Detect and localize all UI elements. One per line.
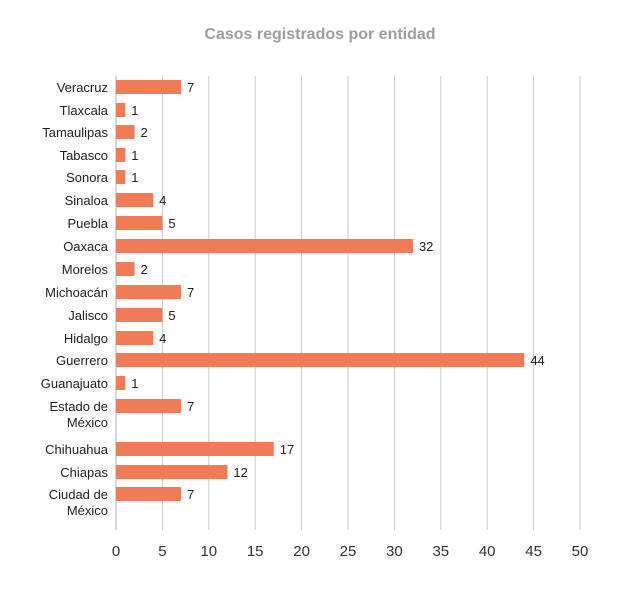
category-label: Sinaloa (65, 193, 109, 208)
value-label: 44 (530, 353, 544, 368)
category-label-line: Chihuahua (45, 442, 109, 457)
value-label: 1 (131, 103, 138, 118)
category-label: Hidalgo (64, 331, 108, 346)
bar (116, 148, 126, 162)
category-label: Oaxaca (63, 239, 109, 254)
bar (116, 216, 163, 230)
category-label-line: Ciudad de (49, 487, 108, 502)
bar (116, 442, 274, 456)
category-label: Jalisco (68, 308, 108, 323)
value-label: 2 (141, 125, 148, 140)
value-label: 1 (131, 148, 138, 163)
category-label-line: Estado de (49, 399, 108, 414)
bar (116, 193, 154, 207)
bar (116, 376, 126, 390)
category-label: Guanajuato (41, 376, 108, 391)
category-label-line: Oaxaca (63, 239, 109, 254)
bar (116, 262, 135, 276)
category-label: Chihuahua (45, 442, 109, 457)
category-label: Tabasco (60, 148, 108, 163)
category-label-line: Guanajuato (41, 376, 108, 391)
value-label: 4 (159, 331, 166, 346)
bar (116, 353, 525, 367)
category-label-line: Chiapas (60, 465, 108, 480)
x-tick-label: 50 (572, 543, 589, 560)
chart-title: Casos registrados por entidad (204, 26, 436, 43)
category-label-line: Tamaulipas (42, 125, 108, 140)
value-label: 32 (419, 239, 433, 254)
category-label: Veracruz (57, 80, 108, 95)
x-tick-label: 35 (432, 543, 449, 560)
category-label: Guerrero (56, 353, 108, 368)
category-label: Ciudad de México (49, 487, 108, 518)
bar (116, 170, 126, 184)
bar (116, 308, 163, 322)
x-tick-label: 10 (200, 543, 217, 560)
x-tick-label: 30 (386, 543, 403, 560)
value-label: 4 (159, 193, 166, 208)
bar (116, 465, 228, 479)
value-label: 7 (187, 399, 194, 414)
value-label: 1 (131, 376, 138, 391)
value-label: 1 (131, 170, 138, 185)
value-label: 7 (187, 80, 194, 95)
bar (116, 487, 181, 501)
value-label: 7 (187, 285, 194, 300)
x-tick-label: 45 (525, 543, 542, 560)
bar (116, 239, 413, 253)
category-label-line: Sinaloa (65, 193, 109, 208)
bar (116, 125, 135, 139)
bar (116, 103, 126, 117)
bar (116, 399, 181, 413)
x-tick-label: 20 (293, 543, 310, 560)
category-label-line: Morelos (62, 262, 109, 277)
category-label: Puebla (68, 216, 109, 231)
category-label-line: Puebla (68, 216, 109, 231)
value-label: 5 (168, 308, 175, 323)
bar (116, 80, 181, 94)
category-label: Tlaxcala (60, 103, 109, 118)
category-label-line: Jalisco (68, 308, 108, 323)
x-tick-label: 15 (247, 543, 264, 560)
value-label: 2 (141, 262, 148, 277)
category-label: Estado de México (49, 399, 108, 430)
x-tick-label: 5 (158, 543, 166, 560)
x-tick-label: 25 (340, 543, 357, 560)
x-tick-label: 0 (112, 543, 120, 560)
category-label-line: Tabasco (60, 148, 108, 163)
category-label: Michoacán (45, 285, 108, 300)
value-label: 7 (187, 487, 194, 502)
category-label: Chiapas (60, 465, 108, 480)
category-label-line: Veracruz (57, 80, 108, 95)
category-label-line: Guerrero (56, 353, 108, 368)
category-label-line: Sonora (66, 170, 109, 185)
x-tick-label: 40 (479, 543, 496, 560)
category-label-line: Tlaxcala (60, 103, 109, 118)
category-label-line: Michoacán (45, 285, 108, 300)
value-label: 12 (233, 465, 247, 480)
category-label: Tamaulipas (42, 125, 108, 140)
bar (116, 285, 181, 299)
category-label: Sonora (66, 170, 109, 185)
category-label: Morelos (62, 262, 109, 277)
value-label: 5 (168, 216, 175, 231)
category-label-line: México (67, 503, 108, 518)
bar (116, 331, 154, 345)
value-label: 17 (280, 442, 294, 457)
category-label-line: Hidalgo (64, 331, 108, 346)
category-label-line: México (67, 415, 108, 430)
